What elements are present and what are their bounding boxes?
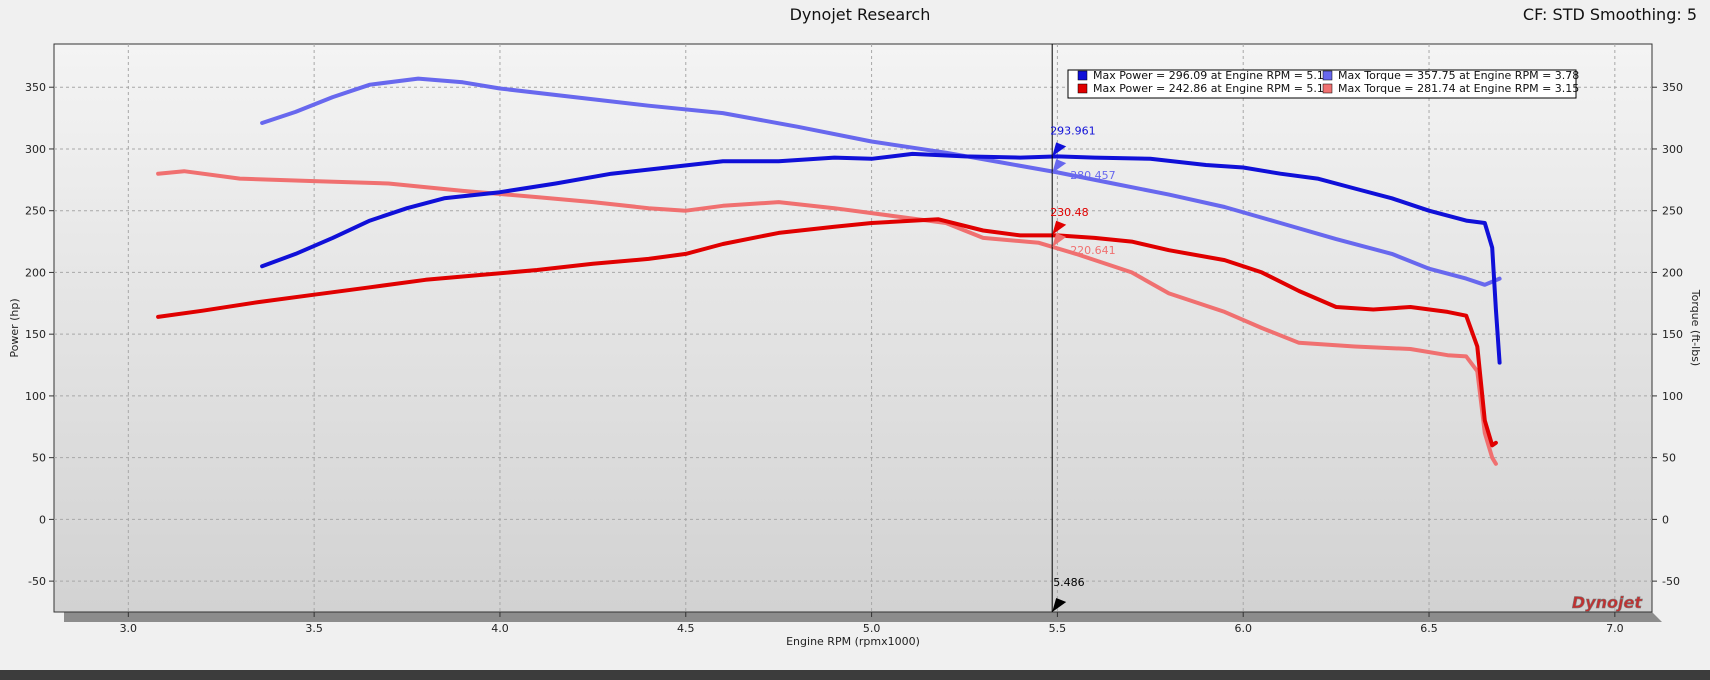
legend: Max Power = 296.09 at Engine RPM = 5.11 M…: [1067, 69, 1579, 99]
legend-swatch: [1077, 83, 1088, 94]
legend-entry: Max Torque = 281.74 at Engine RPM = 3.15: [1338, 82, 1579, 95]
legend-swatch: [1077, 70, 1088, 81]
y-tick-label-left: 50: [32, 452, 46, 465]
y-tick-label-right: 50: [1662, 452, 1676, 465]
cursor-readout-value: 280.457: [1070, 169, 1116, 182]
cursor-readout-marker: [1052, 232, 1067, 247]
x-tick-label: 5.5: [1049, 622, 1067, 635]
x-tick-label: 6.5: [1420, 622, 1438, 635]
x-tick-label: 7.0: [1606, 622, 1624, 635]
cursor-readout-value: 230.48: [1050, 206, 1089, 219]
cursor-readout-marker: [1052, 159, 1067, 174]
dynojet-watermark: Dynojet: [1572, 593, 1643, 612]
y-tick-label-right: 100: [1662, 390, 1683, 403]
y-tick-label-left: 200: [25, 266, 46, 279]
legend-box: [1067, 69, 1577, 99]
y-tick-label-left: 100: [25, 390, 46, 403]
y-tick-label-right: 0: [1662, 513, 1669, 526]
cursor-readout-marker: [1052, 142, 1067, 157]
cursor-readout-value: 220.641: [1070, 244, 1116, 257]
series-line-1: [260, 76, 1502, 287]
y-tick-label-left: 250: [25, 205, 46, 218]
series-layer: [156, 76, 1502, 466]
x-tick-label: 4.0: [491, 622, 509, 635]
x-tick-label: 5.0: [863, 622, 881, 635]
series-line-3: [156, 169, 1498, 466]
axis-ticks: 3.0 3.5 4.0 4.5 5.0 5.5 6.0 6.5 7.0 -50 -50 0 0 50 50 1…: [25, 81, 1683, 635]
y-tick-label-right: -50: [1662, 575, 1680, 588]
series-line-0: [260, 151, 1502, 365]
cursor-x-marker: [1052, 598, 1067, 612]
y-tick-label-right: 350: [1662, 81, 1683, 94]
y-tick-label-left: 350: [25, 81, 46, 94]
y-tick-label-right: 300: [1662, 143, 1683, 156]
y-tick-label-right: 150: [1662, 328, 1683, 341]
legend-entry: Max Power = 242.86 at Engine RPM = 5.18: [1093, 82, 1331, 95]
cursor-readout-value: 293.961: [1050, 124, 1096, 137]
legend-swatch: [1322, 83, 1333, 94]
y-tick-label-left: 300: [25, 143, 46, 156]
y-axis-left-title: Power (hp): [8, 298, 21, 357]
series-line-2: [156, 217, 1498, 448]
legend-entry: Max Power = 296.09 at Engine RPM = 5.11: [1093, 69, 1331, 82]
y-tick-label-left: 0: [39, 513, 46, 526]
plot-area: [53, 43, 1653, 613]
legend-entry: Max Torque = 357.75 at Engine RPM = 3.78: [1338, 69, 1579, 82]
cursor-x-readout: 5.486: [1053, 576, 1085, 589]
y-tick-label-right: 200: [1662, 266, 1683, 279]
x-tick-label: 3.5: [305, 622, 323, 635]
x-tick-label: 6.0: [1234, 622, 1252, 635]
y-axis-right-title: Torque (ft-lbs): [1689, 289, 1702, 366]
legend-swatch: [1322, 70, 1333, 81]
x-tick-label: 4.5: [677, 622, 695, 635]
cursor-layer: 5.486 293.961 280.457 230.48 220.641: [1050, 44, 1116, 612]
grid-lines: [54, 44, 1652, 612]
cursor-readout-marker: [1052, 220, 1067, 235]
x-tick-label: 3.0: [120, 622, 138, 635]
y-tick-label-right: 250: [1662, 205, 1683, 218]
x-axis-title: Engine RPM (rpmx1000): [786, 635, 920, 648]
y-tick-label-left: -50: [28, 575, 46, 588]
bottom-bar: [0, 670, 1710, 680]
y-tick-label-left: 150: [25, 328, 46, 341]
settings-readout: CF: STD Smoothing: 5: [1523, 5, 1697, 24]
chart-title: Dynojet Research: [790, 5, 931, 24]
